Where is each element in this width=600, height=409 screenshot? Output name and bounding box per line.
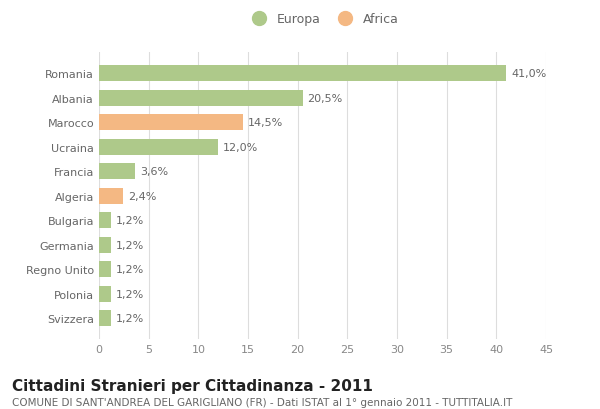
Bar <box>99 164 135 180</box>
Bar <box>99 115 243 131</box>
Text: 1,2%: 1,2% <box>116 216 144 226</box>
Text: 1,2%: 1,2% <box>116 265 144 274</box>
Text: 41,0%: 41,0% <box>511 69 547 79</box>
Bar <box>99 189 123 204</box>
Text: Cittadini Stranieri per Cittadinanza - 2011: Cittadini Stranieri per Cittadinanza - 2… <box>12 378 373 393</box>
Text: 2,4%: 2,4% <box>128 191 156 201</box>
Text: 20,5%: 20,5% <box>308 94 343 103</box>
Text: COMUNE DI SANT'ANDREA DEL GARIGLIANO (FR) - Dati ISTAT al 1° gennaio 2011 - TUTT: COMUNE DI SANT'ANDREA DEL GARIGLIANO (FR… <box>12 397 512 407</box>
Text: 12,0%: 12,0% <box>223 142 259 153</box>
Text: 1,2%: 1,2% <box>116 314 144 324</box>
Bar <box>99 310 111 326</box>
Text: 14,5%: 14,5% <box>248 118 283 128</box>
Text: 3,6%: 3,6% <box>140 167 168 177</box>
Bar <box>99 66 506 82</box>
Bar <box>99 262 111 278</box>
Bar <box>99 237 111 253</box>
Bar <box>99 91 302 106</box>
Legend: Europa, Africa: Europa, Africa <box>241 8 404 31</box>
Bar <box>99 139 218 155</box>
Bar <box>99 286 111 302</box>
Bar <box>99 213 111 229</box>
Text: 1,2%: 1,2% <box>116 289 144 299</box>
Text: 1,2%: 1,2% <box>116 240 144 250</box>
